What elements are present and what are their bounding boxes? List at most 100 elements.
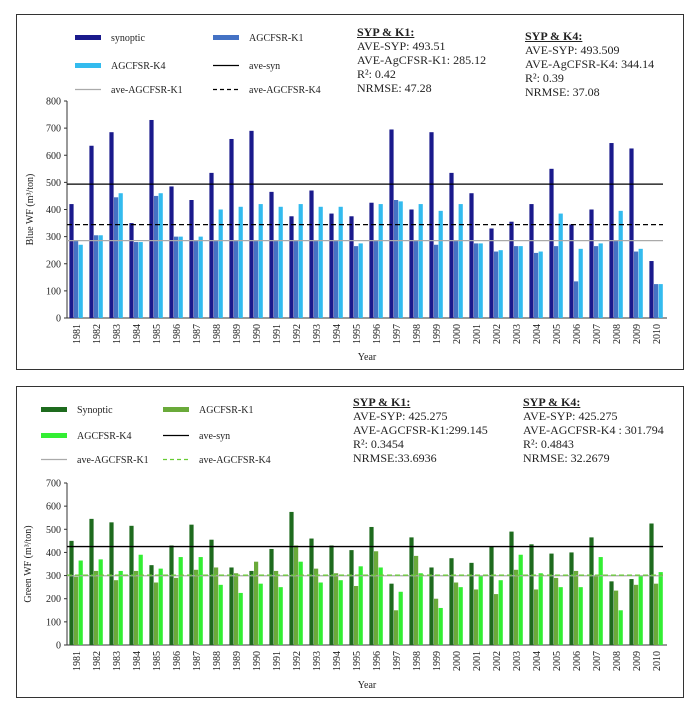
green-x-tick-label: 2005 [552,651,563,671]
blue-bar-synoptic [369,202,374,318]
green-bar-synoptic [109,522,114,645]
blue-bar-agcfsr-k1 [294,240,299,318]
green-bar-agcfsr-k1 [594,575,599,645]
green-bar-synoptic [629,579,634,645]
blue-x-tick-label: 1990 [252,324,263,344]
green-bar-agcfsr-k4 [378,567,383,645]
green-bar-agcfsr-k1 [294,545,299,645]
blue-bar-agcfsr-k1 [434,244,439,318]
blue-bar-synoptic [629,148,634,318]
blue-bar-synoptic [609,143,614,318]
blue-y-tick-label: 0 [56,314,61,325]
green-x-axis-title: Year [358,680,377,691]
blue-bar-agcfsr-k4 [138,242,143,318]
green-bar-agcfsr-k1 [394,610,399,645]
blue-bar-synoptic [269,191,274,318]
blue-bar-synoptic [189,200,194,318]
blue-bar-agcfsr-k1 [174,236,179,318]
blue-bar-agcfsr-k1 [474,243,479,318]
blue-bar-agcfsr-k1 [274,240,279,318]
green-bar-agcfsr-k1 [414,555,419,645]
green-bar-agcfsr-k4 [258,583,263,645]
green-bar-agcfsr-k1 [334,573,339,645]
blue-bar-synoptic [529,204,534,318]
blue-x-tick-label: 1983 [112,324,123,344]
blue-x-tick-label: 1986 [172,324,183,344]
blue-x-tick-label: 2002 [492,324,503,344]
green-legend-label-ave_syn: ave-syn [199,431,230,442]
green-stats-k1-line: R²: 0.3454 [353,437,404,451]
green-x-tick-label: 1986 [172,651,183,671]
green-stats-k1: SYP & K1: AVE-SYP: 425.275 AVE-AGCFSR-K1… [353,395,488,465]
blue-stats-k4-line: AVE-AgCFSR-K4: 344.14 [525,57,655,71]
green-bar-agcfsr-k4 [78,560,83,645]
green-bar-agcfsr-k1 [654,583,659,645]
green-x-tick-label: 1994 [332,651,343,671]
blue-legend-swatch-k4 [75,63,101,68]
green-stats-k4-line: NRMSE: 32.2679 [523,451,610,465]
blue-bar-agcfsr-k4 [118,193,123,318]
blue-bar-synoptic [409,209,414,318]
green-bar-agcfsr-k4 [578,587,583,645]
blue-bar-agcfsr-k4 [178,236,183,318]
blue-bar-agcfsr-k4 [298,204,303,318]
blue-stats-k4-line: AVE-SYP: 493.509 [525,43,620,57]
blue-bar-synoptic [349,216,354,318]
green-bar-agcfsr-k4 [658,572,663,645]
green-stats-k4: SYP & K4: AVE-SYP: 425.275 AVE-AGCFSR-K4… [523,395,664,465]
blue-bar-synoptic [569,224,574,318]
blue-bar-synoptic [329,213,334,318]
blue-x-tick-label: 1988 [212,324,223,344]
green-legend-label-synoptic: Synoptic [77,405,113,416]
blue-bar-agcfsr-k4 [378,204,383,318]
green-bar-synoptic [289,511,294,645]
green-bar-synoptic [649,523,654,645]
blue-bar-synoptic [649,261,654,318]
blue-bar-synoptic [229,138,234,318]
green-bar-agcfsr-k4 [98,559,103,645]
green-x-tick-label: 2009 [632,651,643,671]
blue-bar-agcfsr-k4 [618,210,623,318]
green-bar-synoptic [589,537,594,645]
blue-bar-agcfsr-k1 [74,240,79,318]
blue-x-axis-title: Year [358,352,377,363]
blue-bar-agcfsr-k1 [374,240,379,318]
blue-legend-label-ave_k4: ave-AGCFSR-K4 [249,85,321,96]
green-y-tick-label: 400 [46,548,61,559]
blue-x-tick-label: 2003 [512,324,523,344]
green-bar-synoptic [349,550,354,645]
blue-bar-agcfsr-k1 [234,240,239,318]
blue-bar-synoptic [509,221,514,318]
blue-bar-agcfsr-k4 [218,209,223,318]
blue-bar-agcfsr-k4 [198,236,203,318]
blue-bar-agcfsr-k4 [438,210,443,318]
green-bar-agcfsr-k4 [418,573,423,645]
green-x-tick-label: 2008 [612,651,623,671]
green-bar-agcfsr-k1 [474,589,479,645]
blue-wf-chart-panel: SYP & K1: AVE-SYP: 493.51 AVE-AgCFSR-K1:… [16,14,684,370]
blue-stats-k4: SYP & K4: AVE-SYP: 493.509 AVE-AgCFSR-K4… [525,29,654,99]
blue-legend-label-k1: AGCFSR-K1 [249,33,303,44]
blue-stats-k1-line: AVE-AgCFSR-K1: 285.12 [357,53,487,67]
green-y-tick-label: 0 [56,641,61,652]
blue-bar-agcfsr-k4 [598,243,603,318]
green-stats-k1-line: AVE-AGCFSR-K1:299.145 [353,423,488,437]
blue-bar-synoptic [289,216,294,318]
green-bar-agcfsr-k1 [494,594,499,645]
green-bar-agcfsr-k1 [634,584,639,645]
green-bar-agcfsr-k1 [154,582,159,645]
blue-x-tick-label: 2004 [532,324,543,344]
blue-bar-agcfsr-k1 [134,242,139,318]
blue-y-tick-label: 800 [46,97,61,108]
green-bar-agcfsr-k1 [114,580,119,645]
green-bar-synoptic [389,583,394,645]
blue-bar-synoptic [449,172,454,318]
green-bar-agcfsr-k1 [94,570,99,645]
blue-bar-agcfsr-k1 [94,235,99,318]
green-x-tick-label: 1992 [292,651,303,671]
blue-bar-agcfsr-k1 [414,240,419,318]
green-bar-agcfsr-k4 [238,592,243,645]
green-x-tick-label: 1982 [92,651,103,671]
blue-bar-agcfsr-k1 [314,240,319,318]
blue-bar-synoptic [389,129,394,318]
